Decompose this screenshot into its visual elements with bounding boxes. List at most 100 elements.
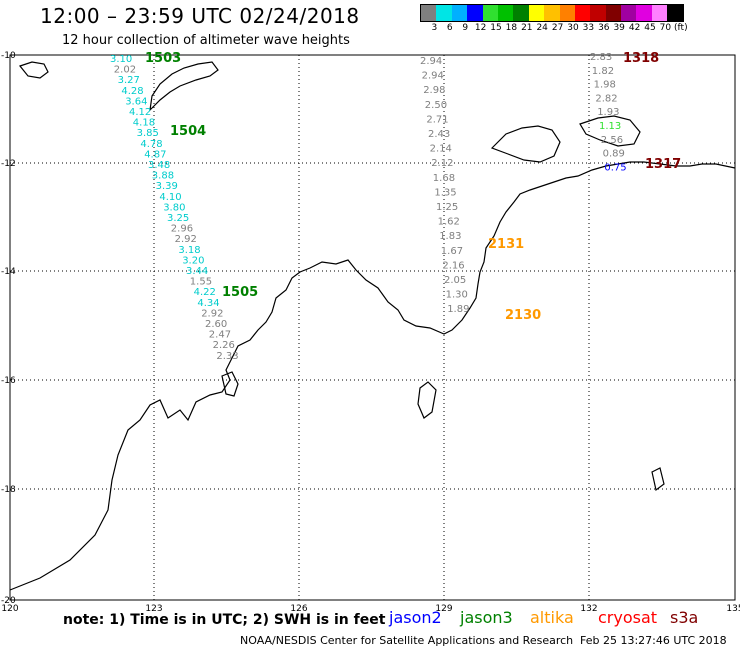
wave-height-value: 2.83 [590,52,612,63]
wave-height-value: 2.94 [422,71,444,82]
wave-height-value: 2.71 [426,114,448,125]
wave-height-value: 2.12 [431,158,453,169]
wave-height-value: 1.89 [447,304,469,315]
wave-height-value: 2.98 [423,85,445,96]
satellite-legend-s3a: s3a [670,608,699,627]
legend-label: 21 [521,23,533,33]
wave-height-value: 1.68 [433,173,455,184]
wave-height-value: 0.89 [603,149,625,160]
lat-tick-label: -18 [1,485,16,495]
lon-tick-label: 123 [145,604,162,614]
track-id-label: 1503 [145,51,181,66]
track-id-label: 1318 [623,51,659,66]
legend-label: 24 [536,23,548,33]
wave-height-value: 3.18 [178,245,200,256]
lon-tick-label: 135 [726,604,740,614]
wave-height-value: 3.39 [156,181,178,192]
wave-height-value: 1.35 [434,187,456,198]
wave-height-value: 1.13 [599,121,621,132]
wave-height-value: 1.55 [190,277,212,288]
wave-height-value: 4.78 [140,139,162,150]
wave-height-value: 2.43 [428,129,450,140]
track-id-label: 2131 [488,237,524,252]
legend-label: 39 [613,23,625,33]
wave-height-value: 3.80 [163,202,185,213]
wave-height-value: 4.34 [197,298,219,309]
wave-height-value: 3.85 [137,128,159,139]
wave-height-value: 2.14 [430,144,452,155]
wave-height-value: 1.98 [594,80,616,91]
legend-label: 36 [598,23,610,33]
map-title: 12:00 – 23:59 UTC 02/24/2018 [40,4,360,28]
wave-height-value: 2.94 [420,56,442,67]
legend-swatch [482,5,498,21]
lat-tick-label: -16 [1,376,16,386]
track-id-label: 1505 [222,285,258,300]
wave-height-value: 2.05 [444,275,466,286]
legend-label: (ft) [674,23,688,33]
lat-tick-label: -20 [1,596,16,606]
legend-swatch [421,5,437,21]
track-id-label: 1504 [170,124,206,139]
wave-height-value: 4.10 [159,192,181,203]
wave-height-value: 3.25 [167,213,189,224]
legend-swatch [636,5,652,21]
legend-swatch [574,5,591,21]
wave-height-value: 2.47 [209,330,231,341]
wave-height-value: 3.64 [125,96,147,107]
lat-tick-label: -12 [1,159,16,169]
legend-swatch [436,5,452,21]
wave-height-value: 2.50 [425,100,447,111]
wave-height-value: 2.82 [595,93,617,104]
wave-height-value: 2.16 [442,260,464,271]
legend-swatch [559,5,575,21]
wave-height-value: 3.27 [118,75,140,86]
wave-height-value: 3.44 [186,266,208,277]
wave-height-value: 1.82 [592,66,614,77]
wave-height-value: 2.33 [216,351,238,362]
credit-line: NOAA/NESDIS Center for Satellite Applica… [240,634,574,647]
wave-height-value: 1.83 [439,231,461,242]
legend-swatch [544,5,560,21]
wave-height-value: 4.18 [133,118,155,129]
credit-date: Feb 25 13:27:46 UTC 2018 [580,634,727,647]
wave-height-value: 2.92 [201,308,223,319]
legend-label: 18 [505,23,518,33]
legend-label: 3 [431,23,438,33]
legend-label: 30 [567,23,579,33]
legend-swatch [513,5,529,21]
color-legend [420,4,684,22]
legend-swatch [651,5,668,21]
legend-swatch [667,5,683,21]
lon-tick-label: 120 [1,604,18,614]
lon-tick-label: 132 [580,604,597,614]
wave-height-value: 1.67 [441,246,463,257]
wave-height-value: 4.12 [129,107,151,118]
legend-label: 6 [446,23,453,33]
plot-frame [9,54,736,601]
wave-height-value: 1.62 [438,217,460,228]
wave-height-value: 3.10 [110,54,132,65]
track-labels: 1503 1504 1505 2131 2130 1318 1317 [145,51,681,323]
lon-tick-label: 129 [435,604,452,614]
satellite-legend-altika: altika [530,608,574,627]
legend-swatch [605,5,622,21]
wave-height-value: 3.88 [152,171,174,182]
legend-label: 45 [644,23,656,33]
wave-height-value: 2.56 [601,135,623,146]
satellite-legend-jason2: jason2 [389,608,442,627]
legend-label: 15 [490,23,502,33]
wave-height-value: 1.93 [597,107,619,118]
satellite-legend-jason3: jason3 [460,608,513,627]
legend-swatch [467,5,483,21]
wave-height-value: 4.28 [121,86,143,97]
coastline [9,61,736,591]
wave-height-value: 2.26 [213,340,235,351]
wave-height-value: 2.02 [114,65,136,76]
wave-height-value: 3.48 [148,160,170,171]
wave-height-value: 2.60 [205,319,227,330]
legend-label: 9 [462,23,469,33]
satellite-legend-cryosat: cryosat [598,608,658,627]
footnote: note: 1) Time is in UTC; 2) SWH is in fe… [63,612,386,628]
